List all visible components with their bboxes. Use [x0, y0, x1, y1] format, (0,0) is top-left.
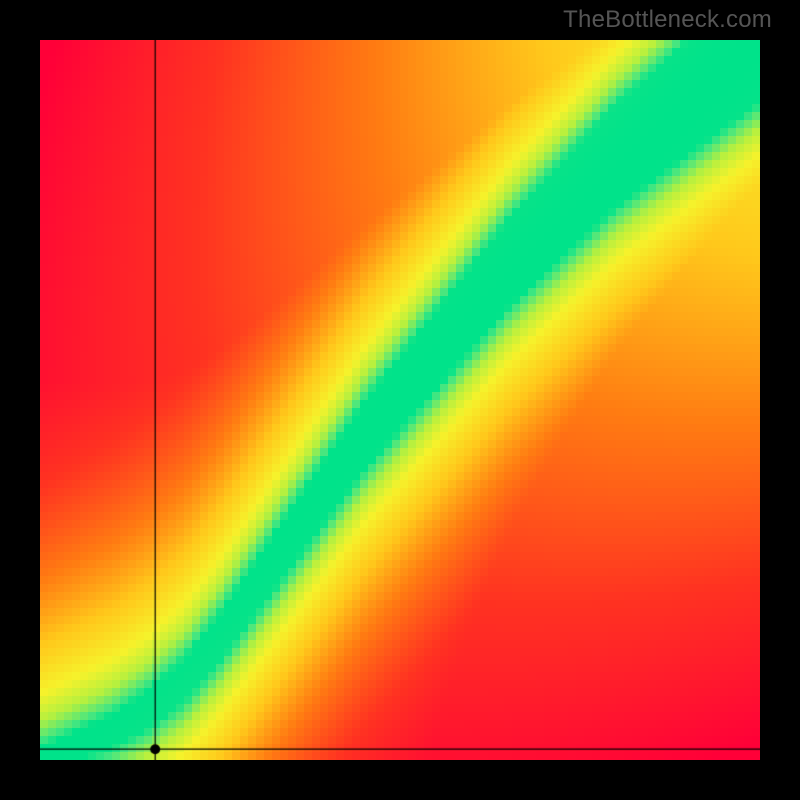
- watermark-label: TheBottleneck.com: [563, 6, 772, 34]
- crosshair-overlay: [40, 40, 760, 760]
- chart-container: TheBottleneck.com: [0, 0, 800, 800]
